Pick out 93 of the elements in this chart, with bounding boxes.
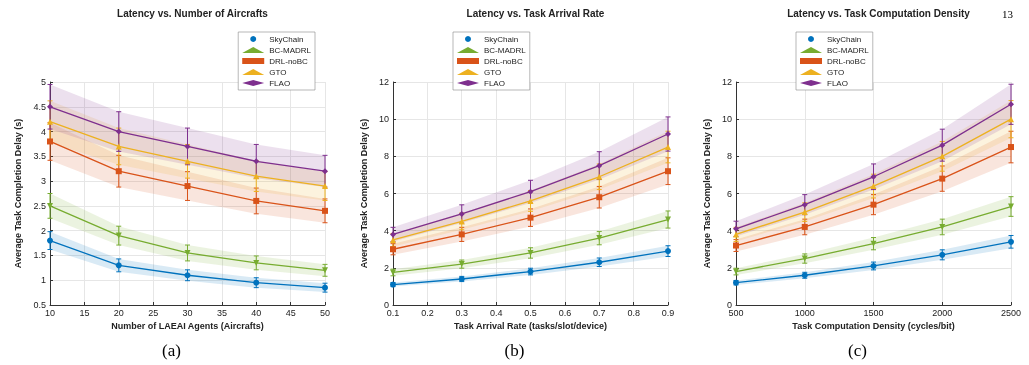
chart-title: Latency vs. Task Computation Density [787, 7, 971, 19]
point [47, 202, 53, 209]
x-tick-label: 25 [148, 307, 159, 318]
x-tick-label: 20 [113, 307, 124, 318]
legend-label: FLAO [827, 78, 848, 88]
y-tick-label: 6 [726, 188, 732, 199]
point [1008, 144, 1014, 151]
x-tick-label: 40 [251, 307, 262, 318]
point [939, 175, 946, 182]
legend-label: GTO [269, 67, 287, 77]
point [596, 194, 603, 201]
y-axis-title: Average Task Completion Delay (s) [13, 118, 24, 269]
y-tick-label: 2 [40, 225, 46, 236]
y-tick-label: 3.5 [33, 151, 46, 162]
x-tick-label: 0.8 [627, 307, 640, 318]
x-tick-label: 2000 [932, 307, 953, 318]
y-tick-label: 0.5 [33, 300, 46, 310]
point [665, 216, 671, 223]
x-tick-label: 1000 [794, 307, 815, 318]
y-tick-label: 4 [726, 225, 732, 236]
x-tick-label: 0.7 [592, 307, 606, 318]
point [870, 201, 877, 208]
y-tick-label: 12 [378, 77, 389, 87]
legend-label: DRL-noBC [484, 56, 523, 66]
text: 13 [1002, 7, 1014, 20]
x-axis-title: Task Computation Density (cycles/bit) [792, 321, 955, 332]
y-tick-label: 10 [721, 114, 732, 125]
point [184, 183, 191, 190]
y-tick-label: 8 [383, 151, 389, 162]
x-tick-label: 0.3 [455, 307, 469, 318]
legend-label: FLAO [269, 78, 291, 88]
y-tick-label: 1 [40, 275, 46, 286]
y-tick-label: 3 [40, 176, 46, 187]
point [322, 267, 328, 274]
x-tick-label: 2500 [1000, 307, 1022, 318]
y-tick-label: 0 [383, 300, 389, 310]
x-tick-label: 50 [319, 307, 331, 318]
point [596, 235, 603, 242]
x-tick-label: 15 [79, 307, 90, 318]
text: (c) [848, 341, 867, 360]
x-tick-label: 0.9 [661, 307, 675, 318]
legend-label: BC-MADRL [827, 45, 870, 55]
y-tick-label: 0 [726, 300, 732, 310]
point [115, 168, 122, 175]
point [1008, 238, 1014, 245]
y-tick-label: 10 [378, 114, 389, 125]
point [47, 237, 53, 244]
legend-label: SkyChain [827, 34, 862, 44]
y-axis-title: Average Task Completion Delay (s) [701, 118, 712, 269]
x-tick-label: 1500 [863, 307, 884, 318]
x-tick-label: 45 [285, 307, 296, 318]
point [184, 249, 191, 256]
text: (a) [162, 341, 181, 360]
legend-label: SkyChain [484, 34, 519, 44]
x-tick-label: 30 [182, 307, 193, 318]
legend-label: FLAO [484, 78, 505, 88]
legend-label: GTO [484, 67, 502, 77]
legend-label: BC-MADRL [484, 45, 527, 55]
legend-label: BC-MADRL [269, 45, 312, 55]
point [322, 207, 328, 214]
x-tick-label: 0.2 [421, 307, 434, 318]
legend-label: DRL-noBC [827, 56, 866, 66]
y-tick-label: 6 [383, 188, 389, 199]
x-tick-label: 35 [216, 307, 227, 318]
x-axis-title: Task Arrival Rate (tasks/slot/device) [453, 321, 608, 332]
x-tick-label: 500 [728, 307, 744, 318]
chart-title: Latency vs. Task Arrival Rate [466, 7, 605, 19]
chart-title: Latency vs. Number of Aircrafts [117, 7, 269, 19]
text: (b) [504, 341, 525, 360]
y-tick-label: 4 [40, 126, 46, 137]
y-tick-label: 5 [40, 77, 46, 87]
legend-label: GTO [827, 67, 845, 77]
x-tick-label: 0.6 [558, 307, 572, 318]
y-tick-label: 4.5 [33, 101, 46, 112]
y-tick-label: 2.5 [33, 200, 46, 211]
point [665, 168, 671, 175]
legend-label: SkyChain [269, 34, 304, 44]
point [870, 240, 877, 247]
y-axis-title: Average Task Completion Delay (s) [358, 118, 369, 269]
x-tick-label: 0.5 [524, 307, 537, 318]
x-tick-label: 0.1 [386, 307, 400, 318]
point [253, 197, 260, 204]
y-tick-label: 8 [726, 151, 732, 162]
point [115, 262, 122, 269]
y-tick-label: 1.5 [33, 250, 46, 261]
y-tick-label: 2 [383, 262, 389, 273]
x-axis-title: Number of LAEAI Agents (Aircrafts) [111, 321, 264, 332]
y-tick-label: 2 [726, 262, 732, 273]
x-tick-label: 0.4 [489, 307, 503, 318]
legend-label: DRL-noBC [269, 56, 309, 66]
y-tick-label: 12 [721, 77, 732, 87]
y-tick-label: 4 [383, 225, 389, 236]
point [527, 214, 534, 221]
